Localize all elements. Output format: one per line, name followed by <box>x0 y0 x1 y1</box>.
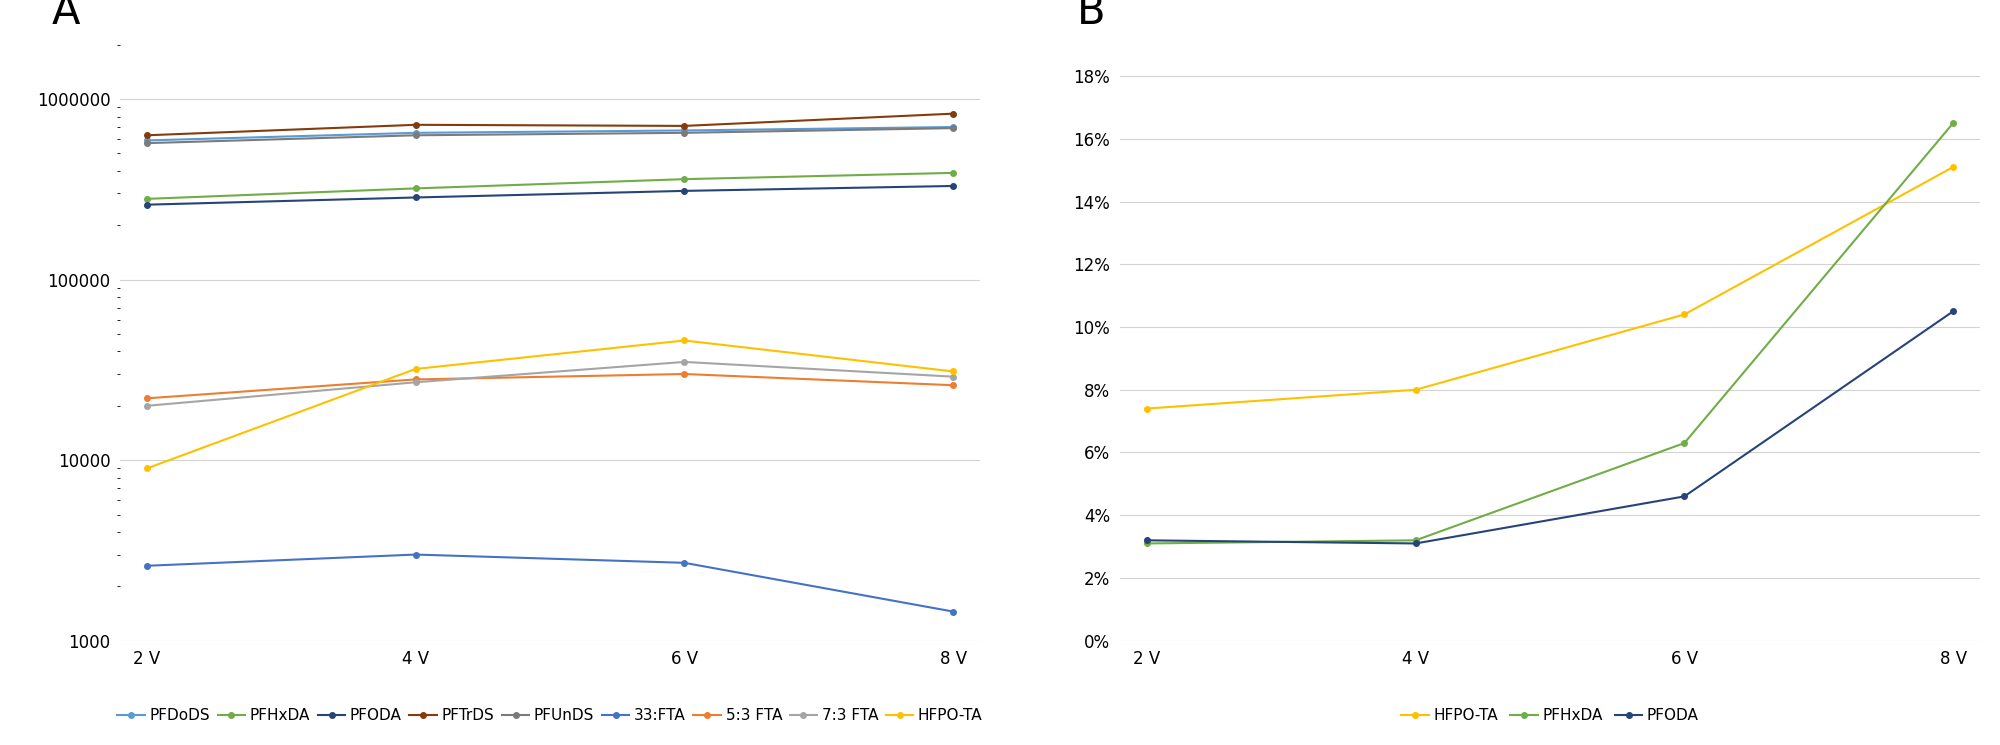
PFUnDS <box>134 139 158 148</box>
33:FTA <box>672 558 696 567</box>
PFODA <box>672 186 696 195</box>
PFODA <box>134 200 158 209</box>
33:FTA <box>134 561 158 570</box>
PFHxDA <box>942 168 966 177</box>
Line: PFHxDA: PFHxDA <box>1144 121 1956 546</box>
PFODA <box>404 193 428 202</box>
PFUnDS <box>672 128 696 137</box>
PFTrDS <box>942 110 966 118</box>
HFPO-TA <box>1134 404 1158 413</box>
PFHxDA <box>134 194 158 203</box>
HFPO-TA <box>1404 385 1428 394</box>
7:3 FTA <box>404 378 428 387</box>
Line: PFUnDS: PFUnDS <box>144 125 956 146</box>
HFPO-TA <box>1942 162 1966 171</box>
PFODA <box>1404 539 1428 548</box>
Legend: HFPO-TA, PFHxDA, PFODA: HFPO-TA, PFHxDA, PFODA <box>1396 702 1704 729</box>
Text: A: A <box>52 0 80 33</box>
5:3 FTA <box>134 394 158 403</box>
HFPO-TA <box>404 364 428 373</box>
HFPO-TA <box>1672 310 1696 319</box>
5:3 FTA <box>672 370 696 378</box>
PFDoDS <box>134 136 158 145</box>
Line: PFTrDS: PFTrDS <box>144 111 956 138</box>
PFODA <box>942 182 966 191</box>
PFODA <box>1134 536 1158 545</box>
Line: PFODA: PFODA <box>144 183 956 207</box>
PFDoDS <box>942 122 966 131</box>
33:FTA <box>942 607 966 616</box>
Line: PFODA: PFODA <box>1144 308 1956 546</box>
PFUnDS <box>942 124 966 133</box>
Text: B: B <box>1076 0 1106 33</box>
PFHxDA <box>1404 536 1428 545</box>
PFODA <box>1672 492 1696 501</box>
Line: HFPO-TA: HFPO-TA <box>1144 164 1956 411</box>
PFTrDS <box>672 121 696 130</box>
PFHxDA <box>1942 118 1966 127</box>
HFPO-TA <box>942 367 966 376</box>
5:3 FTA <box>404 375 428 384</box>
PFHxDA <box>1672 439 1696 448</box>
Line: 7:3 FTA: 7:3 FTA <box>144 359 956 408</box>
PFDoDS <box>404 128 428 137</box>
PFTrDS <box>404 121 428 130</box>
PFDoDS <box>672 126 696 135</box>
PFHxDA <box>672 174 696 183</box>
7:3 FTA <box>672 358 696 367</box>
Line: PFDoDS: PFDoDS <box>144 124 956 143</box>
Line: HFPO-TA: HFPO-TA <box>144 337 956 471</box>
7:3 FTA <box>134 402 158 410</box>
HFPO-TA <box>672 336 696 345</box>
33:FTA <box>404 550 428 559</box>
Line: PFHxDA: PFHxDA <box>144 170 956 202</box>
Line: 5:3 FTA: 5:3 FTA <box>144 371 956 401</box>
PFHxDA <box>404 184 428 193</box>
5:3 FTA <box>942 381 966 390</box>
PFUnDS <box>404 131 428 140</box>
HFPO-TA <box>134 464 158 473</box>
PFHxDA <box>1134 539 1158 548</box>
PFTrDS <box>134 131 158 140</box>
7:3 FTA <box>942 372 966 381</box>
Legend: PFDoDS, PFHxDA, PFODA, PFTrDS, PFUnDS, 33:FTA, 5:3 FTA, 7:3 FTA, HFPO-TA: PFDoDS, PFHxDA, PFODA, PFTrDS, PFUnDS, 3… <box>112 702 988 729</box>
Line: 33:FTA: 33:FTA <box>144 552 956 615</box>
PFODA <box>1942 307 1966 316</box>
